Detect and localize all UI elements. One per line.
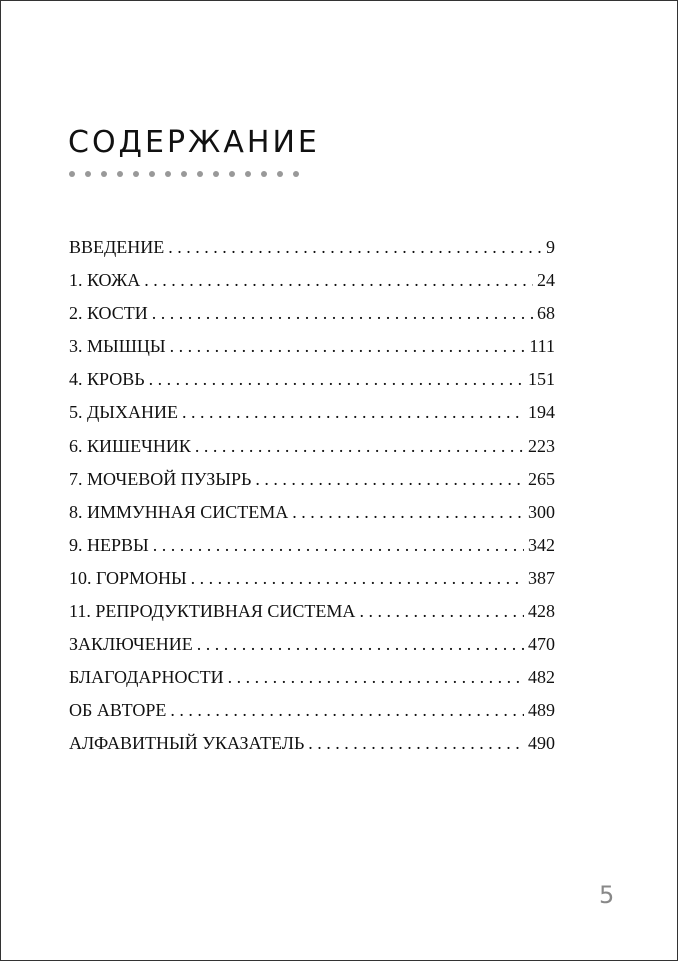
toc-entry-title: ЗАКЛЮЧЕНИЕ <box>69 634 193 655</box>
toc-entry[interactable]: ЗАКЛЮЧЕНИЕ 470 <box>69 634 555 667</box>
dot-leader <box>182 402 524 423</box>
dot-leader <box>228 667 524 688</box>
toc-entry-title: 2. КОСТИ <box>69 303 148 324</box>
toc-entry[interactable]: 6. КИШЕЧНИК 223 <box>69 436 555 469</box>
toc-entry[interactable]: БЛАГОДАРНОСТИ 482 <box>69 667 555 700</box>
dot-leader <box>144 270 533 291</box>
toc-entry-title: 3. МЫШЦЫ <box>69 336 166 357</box>
toc-entry-title: 9. НЕРВЫ <box>69 534 149 555</box>
dot-leader <box>255 469 524 490</box>
dot-leader <box>191 568 524 589</box>
toc-entry-page: 490 <box>528 733 555 754</box>
toc-entry-page: 342 <box>528 534 555 555</box>
dot-leader <box>308 733 524 754</box>
toc-entry-page: 428 <box>528 601 555 622</box>
dot-leader <box>152 303 533 324</box>
toc-entry-page: 300 <box>528 501 555 522</box>
dot-leader <box>168 237 541 258</box>
dot-leader <box>149 369 524 390</box>
toc-entry-title: ВВЕДЕНИЕ <box>69 237 165 257</box>
toc-entry-title: БЛАГОДАРНОСТИ <box>69 667 224 688</box>
toc-entry[interactable]: 8. ИММУННАЯ СИСТЕМА 300 <box>69 502 555 535</box>
toc-entry-page: 223 <box>528 435 555 456</box>
toc-entry-page: 24 <box>537 270 555 291</box>
toc-entry[interactable]: 10. ГОРМОНЫ 387 <box>69 568 555 601</box>
toc-entry[interactable]: АЛФАВИТНЫЙ УКАЗАТЕЛЬ 490 <box>69 733 555 766</box>
toc-entry-page: 387 <box>528 567 555 588</box>
dotted-ornament <box>69 171 299 177</box>
page-number: 5 <box>599 881 615 909</box>
toc-entry-title: 6. КИШЕЧНИК <box>69 435 191 456</box>
toc-entry[interactable]: 5. ДЫХАНИЕ 194 <box>69 402 555 435</box>
toc-entry-title: ОБ АВТОРЕ <box>69 700 167 721</box>
toc-entry-page: 9 <box>546 237 555 257</box>
toc-entry[interactable]: 2. КОСТИ 68 <box>69 303 555 336</box>
page-title: СОДЕРЖАНИЕ <box>68 125 320 160</box>
toc-entry[interactable]: 7. МОЧЕВОЙ ПУЗЫРЬ 265 <box>69 469 555 502</box>
dot-leader <box>170 336 526 357</box>
toc-entry-page: 470 <box>528 634 555 655</box>
toc-entry-page: 111 <box>529 336 555 357</box>
toc-entry-page: 489 <box>528 700 555 721</box>
toc-entry[interactable]: 9. НЕРВЫ 342 <box>69 535 555 568</box>
toc-entry-title: 4. КРОВЬ <box>69 369 145 390</box>
toc-entry[interactable]: ОБ АВТОРЕ 489 <box>69 700 555 733</box>
toc-entry-title: 10. ГОРМОНЫ <box>69 567 187 588</box>
toc-entry-page: 265 <box>528 468 555 489</box>
dot-leader <box>153 535 524 556</box>
toc-entry-title: 1. КОЖА <box>69 270 141 291</box>
toc-entry[interactable]: ВВЕДЕНИЕ 9 <box>69 237 555 270</box>
toc-entry-title: 7. МОЧЕВОЙ ПУЗЫРЬ <box>69 468 252 489</box>
dot-leader <box>197 634 524 655</box>
toc-entry-title: АЛФАВИТНЫЙ УКАЗАТЕЛЬ <box>69 733 305 754</box>
toc-entry[interactable]: 1. КОЖА 24 <box>69 270 555 303</box>
toc-entry[interactable]: 11. РЕПРОДУКТИВНАЯ СИСТЕМА 428 <box>69 601 555 634</box>
dot-leader <box>170 700 524 721</box>
toc-entry[interactable]: 4. КРОВЬ 151 <box>69 369 555 402</box>
dot-leader <box>195 436 524 457</box>
toc-entry-page: 482 <box>528 667 555 688</box>
toc-entry-title: 11. РЕПРОДУКТИВНАЯ СИСТЕМА <box>69 601 356 622</box>
toc-entry[interactable]: 3. МЫШЦЫ 111 <box>69 336 555 369</box>
dot-leader <box>359 601 524 622</box>
toc-entry-page: 151 <box>528 369 555 390</box>
dot-leader <box>292 502 524 523</box>
table-of-contents: ВВЕДЕНИЕ 9 1. КОЖА 24 2. КОСТИ 68 3. МЫШЦЫ 111 4… <box>69 237 555 767</box>
toc-entry-title: 5. ДЫХАНИЕ <box>69 402 178 423</box>
toc-entry-page: 194 <box>528 402 555 423</box>
toc-entry-title: 8. ИММУННАЯ СИСТЕМА <box>69 501 289 522</box>
toc-entry-page: 68 <box>537 303 555 324</box>
